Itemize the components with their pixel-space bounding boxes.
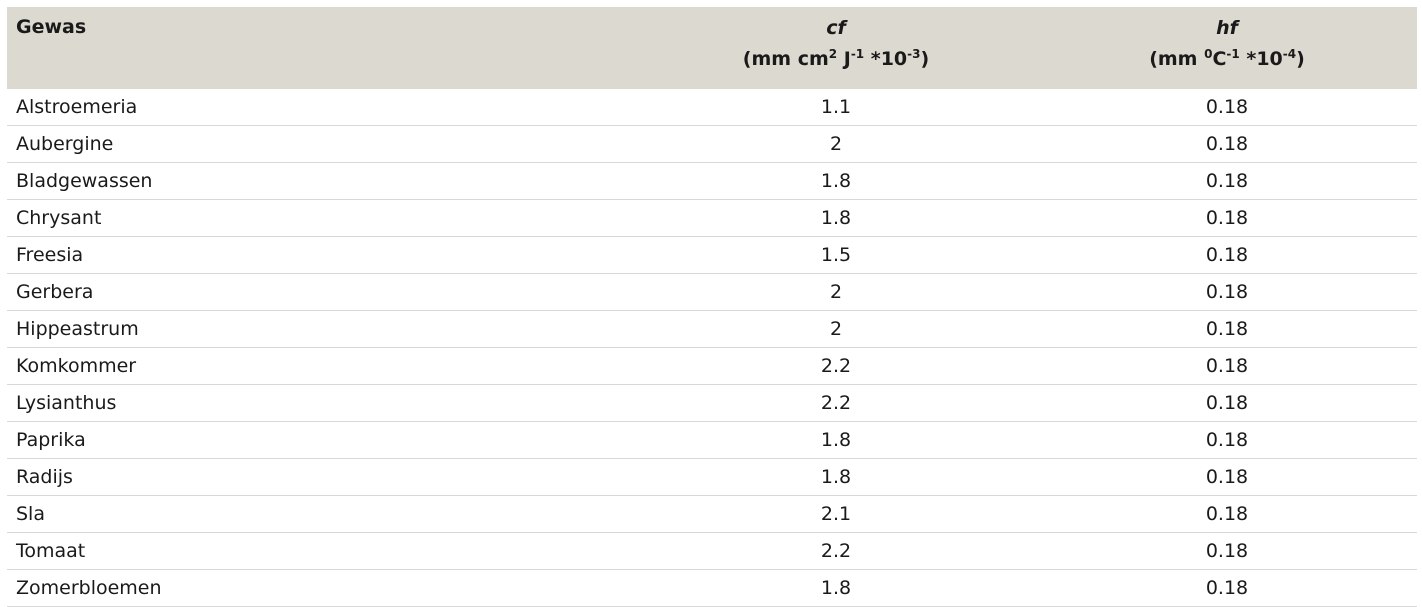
hf-value: 0.18 [1037,569,1417,607]
crop-name: Sla [7,495,635,533]
table-row: Lysianthus 2.2 0.18 [7,384,1417,422]
crop-name: Aubergine [7,125,635,163]
table-row: Alstroemeria 1.1 0.18 [7,89,1417,126]
crop-name: Chrysant [7,199,635,237]
header-cf: cf (mm cm2 J-1 *10-3) [635,7,1037,89]
crop-name: Radijs [7,458,635,496]
hf-value: 0.18 [1037,347,1417,385]
cf-value: 1.8 [635,421,1037,459]
cf-value: 2.2 [635,532,1037,570]
cf-value: 2.2 [635,384,1037,422]
table-row: Gerbera 2 0.18 [7,273,1417,311]
hf-value: 0.18 [1037,162,1417,200]
cf-value: 2 [635,310,1037,348]
crop-name: Tomaat [7,532,635,570]
table-row: Chrysant 1.8 0.18 [7,199,1417,237]
table-body: Alstroemeria 1.1 0.18 Aubergine 2 0.18 Bladg… [7,89,1417,607]
header-hf: hf (mm 0C-1 *10-4) [1037,7,1417,89]
header-row: Gewas cf (mm cm2 J-1 *10-3) hf (mm 0C-1 … [7,7,1417,89]
hf-value: 0.18 [1037,236,1417,274]
crop-name: Zomerbloemen [7,569,635,607]
cf-value: 2.2 [635,347,1037,385]
cf-value: 2 [635,273,1037,311]
hf-value: 0.18 [1037,310,1417,348]
hf-value: 0.18 [1037,273,1417,311]
table-row: Paprika 1.8 0.18 [7,421,1417,459]
crop-factor-table: Gewas cf (mm cm2 J-1 *10-3) hf (mm 0C-1 … [7,7,1417,607]
table-row: Zomerbloemen 1.8 0.18 [7,569,1417,607]
hf-value: 0.18 [1037,89,1417,126]
cf-value: 1.1 [635,89,1037,126]
table-header: Gewas cf (mm cm2 J-1 *10-3) hf (mm 0C-1 … [7,7,1417,89]
table-row: Freesia 1.5 0.18 [7,236,1417,274]
hf-value: 0.18 [1037,125,1417,163]
table-row: Hippeastrum 2 0.18 [7,310,1417,348]
header-cf-symbol: cf [826,17,846,39]
cf-value: 1.5 [635,236,1037,274]
crop-name: Alstroemeria [7,89,635,126]
cf-value: 1.8 [635,569,1037,607]
cf-value: 2.1 [635,495,1037,533]
crop-name: Gerbera [7,273,635,311]
crop-name: Freesia [7,236,635,274]
crop-name: Lysianthus [7,384,635,422]
crop-name: Paprika [7,421,635,459]
header-cf-unit: (mm cm2 J-1 *10-3) [742,47,930,70]
crop-factor-table-container: Gewas cf (mm cm2 J-1 *10-3) hf (mm 0C-1 … [7,7,1417,607]
hf-value: 0.18 [1037,495,1417,533]
crop-name: Bladgewassen [7,162,635,200]
table-row: Aubergine 2 0.18 [7,125,1417,163]
table-row: Radijs 1.8 0.18 [7,458,1417,496]
table-row: Sla 2.1 0.18 [7,495,1417,533]
cf-value: 1.8 [635,199,1037,237]
cf-value: 1.8 [635,458,1037,496]
hf-value: 0.18 [1037,532,1417,570]
crop-name: Komkommer [7,347,635,385]
header-crop: Gewas [16,16,87,38]
table-row: Tomaat 2.2 0.18 [7,532,1417,570]
hf-value: 0.18 [1037,458,1417,496]
hf-value: 0.18 [1037,421,1417,459]
cf-value: 2 [635,125,1037,163]
hf-value: 0.18 [1037,384,1417,422]
cf-value: 1.8 [635,162,1037,200]
hf-value: 0.18 [1037,199,1417,237]
table-row: Bladgewassen 1.8 0.18 [7,162,1417,200]
table-row: Komkommer 2.2 0.18 [7,347,1417,385]
header-hf-unit: (mm 0C-1 *10-4) [1149,47,1305,70]
header-hf-symbol: hf [1216,17,1238,39]
crop-name: Hippeastrum [7,310,635,348]
